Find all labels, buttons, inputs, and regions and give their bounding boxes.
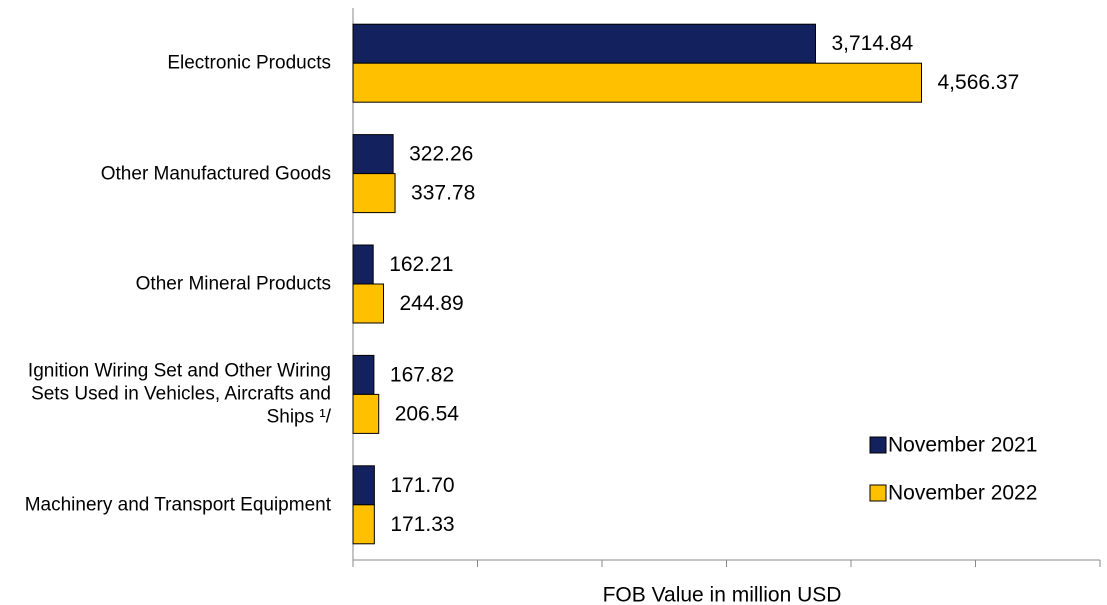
category-label: Machinery and Transport Equipment xyxy=(24,494,331,516)
value-label: 337.78 xyxy=(411,182,475,205)
value-label: 171.70 xyxy=(390,474,454,497)
value-label: 167.82 xyxy=(390,363,454,386)
value-label: 162.21 xyxy=(389,253,453,276)
value-label: 3,714.84 xyxy=(831,32,913,55)
value-label: 206.54 xyxy=(395,402,460,425)
bar xyxy=(352,504,375,545)
value-label: 322.26 xyxy=(409,143,473,166)
value-label: 171.33 xyxy=(390,513,454,536)
value-label: 244.89 xyxy=(399,292,463,315)
value-label: 4,566.37 xyxy=(938,71,1020,94)
bar xyxy=(352,393,380,434)
bar xyxy=(352,134,394,175)
legend-swatch xyxy=(869,436,887,454)
x-axis-label: FOB Value in million USD xyxy=(603,584,842,605)
bar xyxy=(352,354,375,395)
category-label: Other Mineral Products xyxy=(135,273,331,295)
bar xyxy=(352,283,384,324)
bar xyxy=(352,62,923,103)
legend-label: November 2021 xyxy=(888,434,1037,457)
legend-label: November 2022 xyxy=(888,482,1037,505)
bar xyxy=(352,173,396,214)
bar xyxy=(352,465,375,506)
category-label: Other Manufactured Goods xyxy=(100,163,331,185)
legend-swatch xyxy=(869,484,887,502)
category-label: Ignition Wiring Set and Other Wiring Set… xyxy=(27,360,331,428)
category-label: Electronic Products xyxy=(167,52,331,74)
bar xyxy=(352,244,374,285)
bar xyxy=(352,23,816,64)
